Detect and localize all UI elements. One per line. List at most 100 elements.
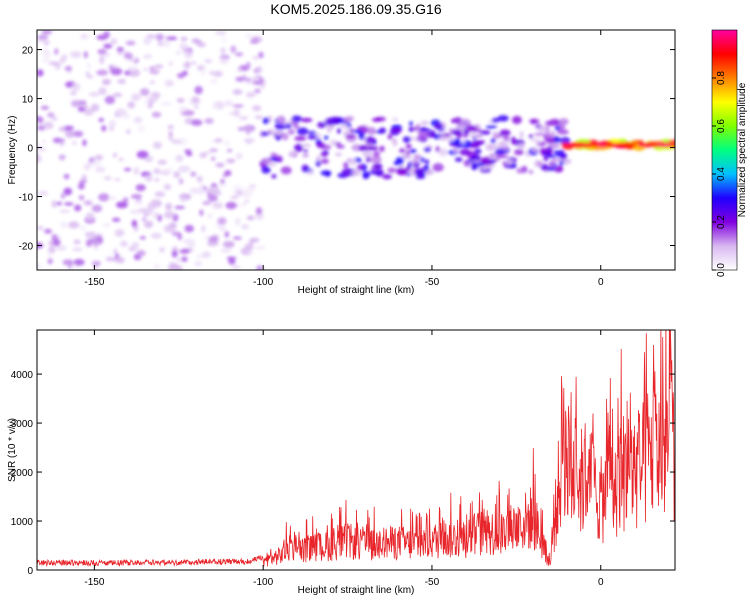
spectrogram-cell: [43, 40, 51, 45]
spectrogram-cell: [110, 38, 118, 45]
spectrogram-cell: [232, 89, 243, 95]
spectrogram-cell: [231, 265, 241, 269]
spectrogram-cell: [133, 200, 144, 205]
spectrogram-cell: [424, 147, 431, 152]
spectrogram-cell: [181, 256, 188, 263]
spectrogram-cell: [232, 236, 242, 240]
spectrogram-cell: [548, 160, 556, 168]
spectrogram-cell: [536, 160, 544, 168]
spectrogram-cell: [320, 152, 328, 158]
spectrogram-cell: [356, 164, 364, 171]
spectrogram-cell: [539, 147, 547, 155]
spectrogram-cell: [396, 167, 407, 176]
spectrogram-cell: [222, 173, 228, 178]
spectrogram-cell: [367, 127, 377, 135]
spectrogram-cell: [212, 70, 223, 77]
spectrogram-cell: [174, 205, 186, 210]
spectrogram-cell: [83, 108, 94, 116]
spectrogram-cell: [153, 211, 159, 220]
spectrogram-cell: [270, 152, 278, 157]
spectrogram-cell: [649, 143, 656, 148]
spectrogram-cell: [434, 122, 444, 130]
spectrogram-cell: [223, 101, 234, 107]
spectrogram-cell: [211, 104, 220, 109]
spectrogram-cell: [167, 124, 174, 130]
spectrogram-cell: [176, 50, 181, 55]
spectrogram-cell: [224, 231, 230, 238]
spectrogram-cell: [617, 143, 626, 148]
spectrogram-cell: [44, 228, 52, 234]
spectrogram-cell: [474, 148, 482, 154]
spectrogram-cell: [171, 250, 178, 258]
spectrogram-cell: [392, 117, 399, 122]
spectrogram-cell: [180, 197, 186, 203]
spectrogram-cell: [499, 129, 511, 137]
spectrogram-cell: [306, 170, 315, 176]
spectrogram-cell: [215, 162, 225, 168]
colorbar-label: Normalized spectral amplitude: [737, 82, 748, 217]
spectrogram-cell: [413, 154, 422, 161]
spectrogram-cell: [201, 225, 206, 233]
spectrogram-cell: [37, 263, 42, 269]
spectrogram-cell: [438, 135, 447, 141]
spectrogram-cell: [245, 128, 251, 135]
spectrogram-cell: [37, 226, 44, 230]
spectrogram-cell: [184, 224, 194, 233]
spectrogram-cell: [248, 238, 255, 245]
spectrogram-cell: [387, 167, 397, 174]
spectrogram-cell: [109, 64, 114, 72]
spectrogram-cell: [559, 118, 569, 126]
spectrogram-cell: [199, 152, 207, 159]
colorbar: 0.0 0.2 0.4 0.6 0.8 Normalized spectral ampl…: [711, 29, 748, 277]
spectrogram-cell: [171, 231, 182, 237]
spectrogram-cell: [117, 51, 124, 55]
spectrogram-cell: [409, 149, 417, 154]
spectrogram-cell: [545, 146, 553, 155]
spectrogram-cell: [438, 148, 448, 157]
spectrogram-cell: [229, 111, 235, 116]
spectrogram-cell: [102, 222, 111, 228]
spectrogram-cell: [47, 112, 55, 118]
spectrogram-cell: [217, 217, 227, 225]
spectrogram-cell: [202, 251, 211, 258]
spectrogram-cell: [68, 221, 80, 229]
spectrogram-cell: [490, 138, 496, 144]
spectrogram-cell: [41, 48, 48, 52]
spectrogram-cell: [323, 135, 329, 140]
x-tick-label: -50: [425, 577, 440, 588]
spectrogram-cell: [396, 156, 405, 163]
spectrogram-cell: [48, 61, 59, 65]
spectrogram-cell: [220, 179, 225, 184]
spectrogram-cell: [315, 155, 321, 162]
x-tick-label: 0: [598, 277, 604, 288]
spectrogram-cell: [168, 61, 173, 66]
spectrogram-cell: [194, 261, 203, 267]
spectrogram-cell: [143, 37, 152, 45]
spectrogram-cell: [212, 201, 224, 209]
spectrogram-cell: [218, 182, 227, 187]
spectrogram-cell: [37, 143, 42, 147]
spectrogram-x-axis: -150 -100 -50 0: [84, 30, 604, 288]
spectrogram-cell: [301, 143, 312, 148]
spectrogram-cell: [325, 117, 337, 126]
colorbar-tick-label: 0.8: [716, 71, 727, 85]
y-tick-label: 0: [27, 144, 33, 155]
spectrogram-cell: [408, 126, 414, 132]
colorbar-gradient: [711, 29, 738, 271]
spectrogram-cell: [157, 159, 167, 165]
spectrogram-cell: [560, 153, 568, 160]
spectrogram-cell: [116, 201, 128, 209]
spectrogram-cell: [73, 258, 85, 266]
spectrogram-cell: [226, 148, 233, 153]
spectrogram-cell: [131, 93, 141, 102]
spectrogram-cell: [99, 56, 105, 65]
spectrogram-cell: [267, 129, 275, 133]
spectrogram-cell: [362, 174, 369, 180]
spectrogram-cell: [103, 31, 110, 39]
spectrogram-cell: [69, 90, 77, 96]
spectrogram-cell: [301, 164, 309, 173]
spectrogram-cell: [144, 98, 150, 106]
spectrogram-cell: [362, 150, 373, 158]
spectrogram-cell: [157, 214, 162, 222]
spectrogram-cell: [153, 64, 164, 69]
